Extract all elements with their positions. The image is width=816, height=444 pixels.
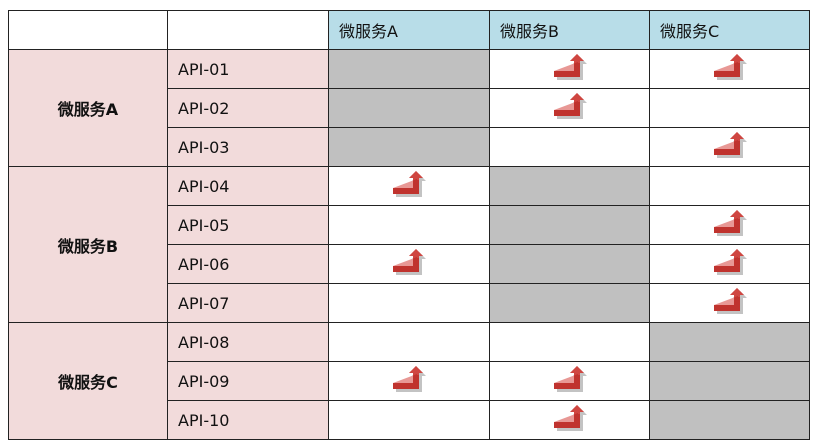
self-cell <box>328 88 490 128</box>
table-row: API-07 <box>9 283 810 323</box>
corner-cell <box>8 10 168 50</box>
column-header: 微服务A <box>328 10 490 50</box>
service-group-label: 微服务C <box>8 322 168 440</box>
api-label: API-01 <box>167 49 329 89</box>
call-cell <box>649 244 810 284</box>
api-label: API-03 <box>167 127 329 167</box>
column-header: 微服务B <box>489 10 650 50</box>
service-call-matrix: 微服务A 微服务B 微服务C 微服务A API-01 API-02 API-03 微服务… <box>8 10 810 440</box>
call-cell <box>489 361 650 401</box>
table-row: 微服务C API-08 <box>8 322 810 440</box>
api-label: API-06 <box>167 244 329 284</box>
call-cell <box>489 88 650 128</box>
self-cell <box>649 322 810 362</box>
table-row: API-09 <box>9 361 810 401</box>
self-cell <box>649 400 810 440</box>
api-label: API-09 <box>167 361 329 401</box>
call-cell <box>649 49 810 89</box>
empty-cell <box>328 322 490 362</box>
api-label: API-04 <box>167 166 329 206</box>
empty-cell <box>328 283 490 323</box>
service-group-label: 微服务A <box>8 49 168 167</box>
api-label: API-05 <box>167 205 329 245</box>
api-label: API-07 <box>167 283 329 323</box>
call-cell <box>328 166 490 206</box>
call-cell <box>649 283 810 323</box>
header-row: 微服务A 微服务B 微服务C <box>8 10 810 50</box>
self-cell <box>489 205 650 245</box>
self-cell <box>489 283 650 323</box>
column-header: 微服务C <box>649 10 810 50</box>
empty-cell <box>489 322 650 362</box>
empty-cell <box>328 205 490 245</box>
api-header-cell <box>167 10 329 50</box>
call-cell <box>489 400 650 440</box>
self-cell <box>489 166 650 206</box>
empty-cell <box>328 400 490 440</box>
call-cell <box>489 49 650 89</box>
self-cell <box>489 244 650 284</box>
self-cell <box>328 49 490 89</box>
service-group-label: 微服务B <box>8 166 168 323</box>
table-row: API-10 <box>9 400 810 440</box>
empty-cell <box>649 166 810 206</box>
empty-cell <box>489 127 650 167</box>
table-row: API-06 <box>9 244 810 284</box>
table-row: 微服务B API-04 <box>8 166 810 323</box>
table-row: 微服务A API-01 <box>8 49 810 167</box>
api-label: API-10 <box>167 400 329 440</box>
call-cell <box>328 361 490 401</box>
table-row: API-02 <box>9 88 810 128</box>
self-cell <box>328 127 490 167</box>
api-label: API-08 <box>167 322 329 362</box>
empty-cell <box>649 88 810 128</box>
self-cell <box>649 361 810 401</box>
call-cell <box>328 244 490 284</box>
call-cell <box>649 127 810 167</box>
table-row: API-05 <box>9 205 810 245</box>
call-cell <box>649 205 810 245</box>
api-label: API-02 <box>167 88 329 128</box>
